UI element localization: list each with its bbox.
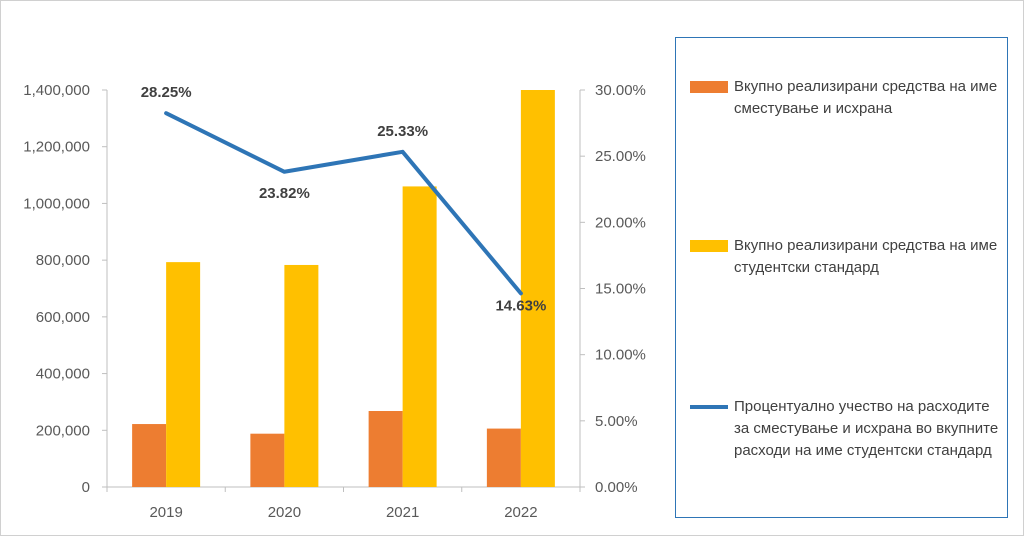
x-tick-label: 2021 xyxy=(386,504,419,521)
y-right-tick-label: 5.00% xyxy=(595,413,638,430)
y-right-tick-label: 10.00% xyxy=(595,347,646,364)
y-right-tick-label: 15.00% xyxy=(595,281,646,298)
x-tick-label: 2019 xyxy=(149,504,182,521)
y-right-tick-label: 30.00% xyxy=(595,82,646,99)
legend-label-student-standard: Вкупно реализирани средства на име студе… xyxy=(734,237,998,276)
y-left-tick-label: 600,000 xyxy=(36,309,90,326)
y-right-tick-label: 25.00% xyxy=(595,148,646,165)
y-right-tick-label: 20.00% xyxy=(595,214,646,231)
data-label-2021: 25.33% xyxy=(377,123,428,140)
legend-swatch-student-standard xyxy=(690,240,728,252)
chart-legend: Вкупно реализирани средства на име смест… xyxy=(675,37,1008,518)
bar-accommodation-2019 xyxy=(132,424,167,487)
y-left-tick-label: 0 xyxy=(82,479,90,496)
bar-student-standard-2019 xyxy=(166,262,201,487)
y-left-tick-label: 1,400,000 xyxy=(23,82,90,99)
legend-swatch-accommodation xyxy=(690,81,728,93)
y-left-tick-label: 1,200,000 xyxy=(23,139,90,156)
legend-swatch-percentage xyxy=(690,405,728,409)
bar-student-standard-2022 xyxy=(520,90,555,487)
y-left-tick-label: 800,000 xyxy=(36,252,90,269)
bar-accommodation-2021 xyxy=(368,411,403,487)
y-right-tick-label: 0.00% xyxy=(595,479,638,496)
bar-student-standard-2021 xyxy=(402,186,437,487)
y-left-tick-label: 1,000,000 xyxy=(23,195,90,212)
x-tick-label: 2022 xyxy=(504,504,537,521)
bar-student-standard-2020 xyxy=(284,264,319,487)
y-left-tick-label: 400,000 xyxy=(36,366,90,383)
y-left-tick-label: 200,000 xyxy=(36,422,90,439)
bar-accommodation-2022 xyxy=(486,428,521,487)
bar-accommodation-2020 xyxy=(250,433,285,487)
data-label-2019: 28.25% xyxy=(141,84,192,101)
data-label-2020: 23.82% xyxy=(259,185,310,202)
legend-label-accommodation: Вкупно реализирани средства на име смест… xyxy=(734,78,998,117)
line-percentage-series xyxy=(164,111,523,296)
legend-label-percentage: Процентуално учество на расходите за сме… xyxy=(734,398,999,459)
x-tick-label: 2020 xyxy=(268,504,301,521)
data-label-2022: 14.63% xyxy=(495,297,546,314)
